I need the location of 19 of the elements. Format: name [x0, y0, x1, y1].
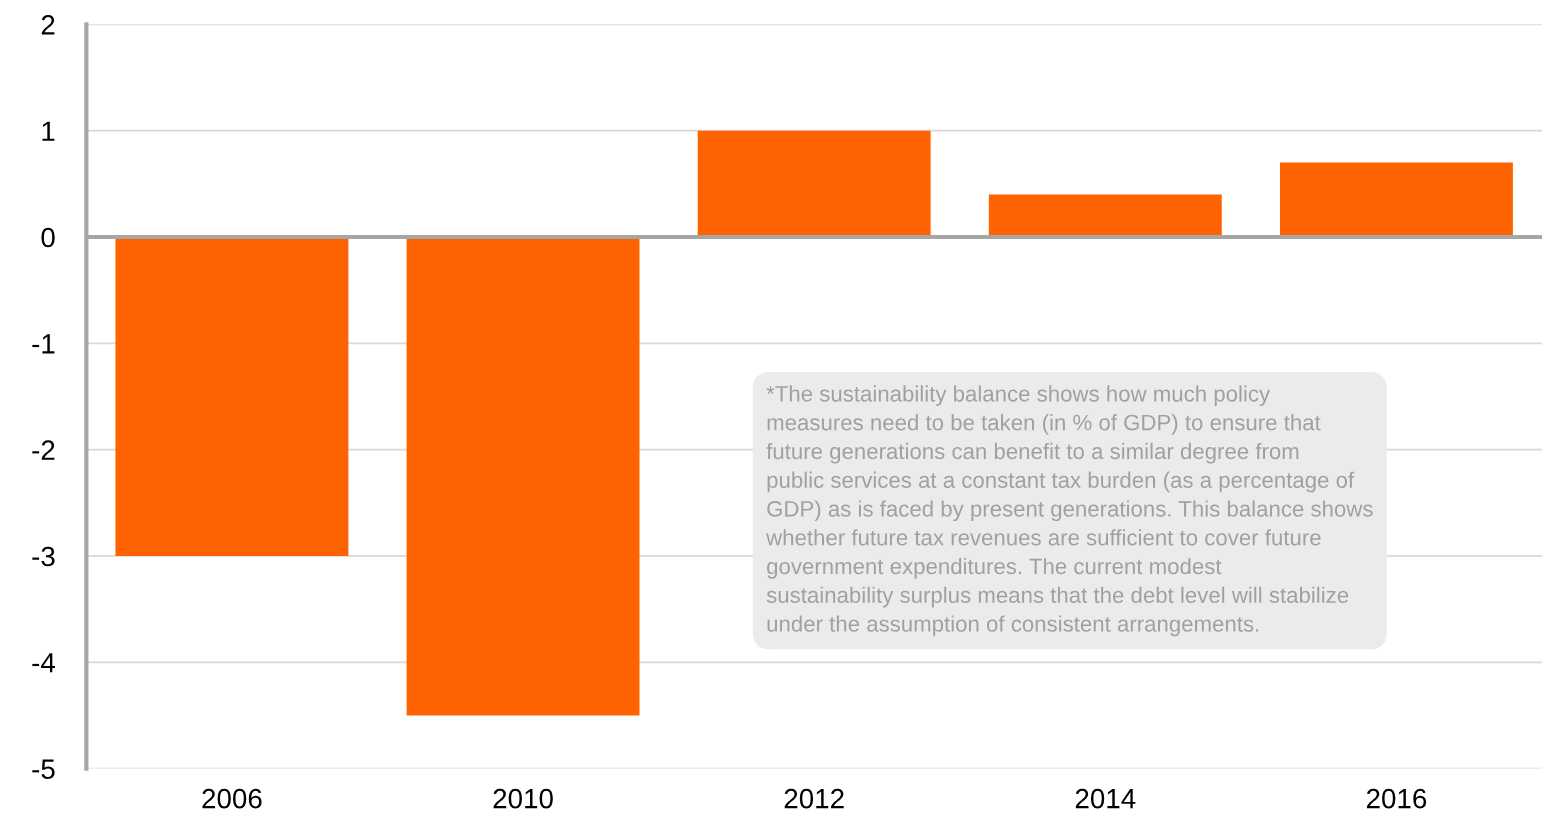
y-tick-label: -3 — [32, 546, 55, 567]
x-tick-label: 2010 — [493, 788, 553, 809]
bar — [697, 130, 931, 237]
x-tick-label: 2016 — [1366, 788, 1427, 809]
bar — [406, 237, 640, 716]
y-tick-label: 0 — [41, 227, 55, 248]
y-tick-label: -2 — [32, 440, 55, 460]
bar — [115, 237, 349, 556]
y-tick-label: 1 — [42, 121, 55, 141]
text: *The sustainability balance shows how much policy measures need to be taken (in % of GDP) to ensure that future generations can benefit to a similar degree from public services at a constant tax burden (as a percentage of GDP) as is faced by present generations. This balance shows whether future tax revenues are sufficient to cover future government expenditures. The current modest sustainability surplus means that the debt level will stabilize under the assumption of consistent arrangements. — [766, 385, 1373, 637]
bar — [1279, 162, 1513, 237]
bar — [988, 194, 1222, 237]
y-tick-label: -5 — [32, 759, 55, 779]
x-tick-label: 2012 — [784, 788, 844, 809]
y-tick-label: 2 — [41, 15, 55, 35]
y-tick-label: -1 — [32, 334, 55, 354]
x-tick-label: 2014 — [1075, 788, 1136, 809]
x-tick-label: 2006 — [202, 788, 262, 809]
y-tick-label: -4 — [32, 653, 55, 673]
